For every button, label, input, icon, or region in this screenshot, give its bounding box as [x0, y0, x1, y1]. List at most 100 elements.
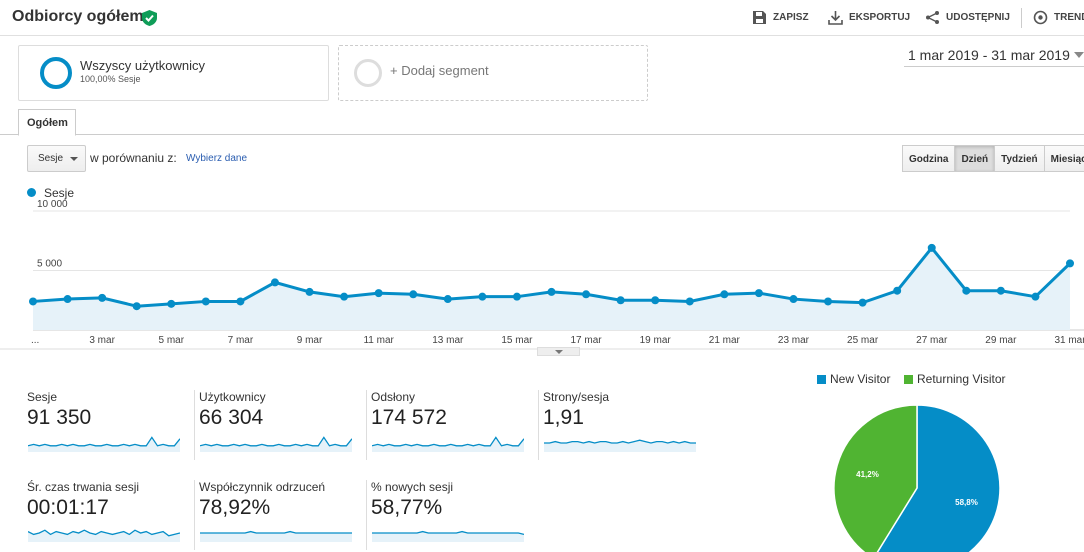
metric-card: Użytkownicy 66 304 [199, 390, 367, 460]
metric-dropdown[interactable]: Sesje [27, 145, 86, 172]
metric-value: 91 350 [27, 406, 92, 429]
segment-all-users[interactable]: Wszyscy użytkownicy 100,00% Sesje [18, 45, 329, 101]
sparkline-line [200, 530, 352, 534]
metric-card: Odsłony 174 572 [371, 390, 539, 460]
compare-label: w porównaniu z: [90, 151, 177, 165]
x-tick-label: 21 mar [709, 335, 741, 346]
period-toggle: Godzina Dzień Tydzień Miesiąc [902, 145, 1084, 172]
data-point [616, 296, 625, 305]
add-segment-button[interactable]: + Dodaj segment [338, 45, 648, 101]
data-point [443, 295, 452, 304]
period-hour-button[interactable]: Godzina [902, 145, 956, 172]
sparkline-line [372, 530, 524, 536]
metric-label: Odsłony [371, 390, 416, 404]
metric-sparkline [372, 436, 524, 452]
tab-overview[interactable]: Ogółem [18, 109, 76, 136]
pie-slice [876, 404, 1001, 552]
metric-value: 78,92% [199, 496, 271, 519]
series-legend-dot [27, 188, 36, 197]
data-point [236, 297, 245, 306]
sparkline-area [372, 531, 524, 542]
data-point [478, 292, 487, 301]
data-point [996, 286, 1005, 295]
x-tick-label: 15 mar [501, 335, 533, 346]
x-tick-label: 9 mar [297, 335, 323, 346]
metric-sparkline [372, 530, 524, 542]
data-point [270, 278, 279, 287]
sparkline-line [200, 436, 352, 447]
pie-legend-new-label: New Visitor [830, 372, 891, 386]
sessions-line-chart: 10 000 5 000... 3 mar 5 mar 7 mar 9 mar 11 mar… [0, 200, 1084, 350]
period-month-button[interactable]: Miesiąc [1043, 145, 1084, 172]
sparkline-area [28, 437, 180, 452]
empty-segment-icon [354, 59, 382, 87]
x-tick-label: 7 mar [228, 335, 254, 346]
metric-label: Użytkownicy [199, 390, 266, 404]
data-point [789, 295, 798, 304]
pie-slice [833, 404, 918, 552]
toolbar-divider [1021, 8, 1022, 28]
data-point [374, 289, 383, 298]
data-point [893, 286, 902, 295]
metric-sparkline [28, 529, 180, 542]
pie-slice-label: 41,2% [856, 470, 879, 479]
sparkline-area [372, 437, 524, 452]
save-button[interactable]: ZAPISZ [752, 10, 809, 25]
pie-legend-returning: Returning Visitor [904, 372, 1006, 386]
x-tick-label: 13 mar [432, 335, 464, 346]
data-point [1031, 292, 1040, 301]
pie-legend-returning-label: Returning Visitor [917, 372, 1006, 386]
metric-label: Strony/sesja [543, 390, 610, 404]
sparkline-line [544, 439, 696, 444]
collapse-chart-handle[interactable] [537, 347, 580, 356]
data-point [547, 287, 556, 296]
caret-down-icon [1074, 52, 1084, 58]
series-legend-label: Sesje [44, 186, 75, 200]
data-point [63, 295, 72, 304]
metric-sparkline [200, 530, 352, 542]
period-week-button[interactable]: Tydzień [994, 145, 1045, 172]
data-point [651, 296, 660, 305]
period-day-button[interactable]: Dzień [954, 145, 996, 172]
y-tick-label: 10 000 [37, 200, 68, 210]
x-tick-label: 3 mar [89, 335, 115, 346]
trends-button[interactable]: TRENDY [1033, 10, 1084, 25]
export-label: EKSPORTUJ [849, 12, 911, 23]
metric-label: % nowych sesji [371, 480, 454, 494]
save-icon [753, 11, 766, 24]
x-tick-label: 29 mar [985, 335, 1017, 346]
legend-swatch [904, 374, 913, 384]
trends-label: TRENDY [1054, 12, 1084, 23]
date-range-picker[interactable]: 1 mar 2019 - 31 mar 2019 [904, 47, 1084, 67]
x-tick-label: ... [31, 335, 39, 346]
metric-value: 00:01:17 [27, 496, 109, 519]
data-point [512, 292, 521, 301]
metric-sparkline [28, 436, 180, 452]
share-button[interactable]: UDOSTĘPNIJ [925, 10, 1010, 25]
segment-name: Wszyscy użytkownicy [80, 58, 205, 73]
x-tick-label: 25 mar [847, 335, 879, 346]
save-label: ZAPISZ [773, 12, 809, 23]
metric-label: Sesje [27, 390, 58, 404]
top-toolbar: Odbiorcy ogółem ZAPISZ EKSPORTUJ UDOSTĘP… [0, 0, 1084, 36]
select-metric-link[interactable]: Wybierz dane [186, 153, 248, 164]
insights-icon [1033, 10, 1048, 25]
x-tick-label: 27 mar [916, 335, 948, 346]
metric-label: Śr. czas trwania sesji [27, 480, 140, 494]
export-button[interactable]: EKSPORTUJ [828, 10, 910, 25]
data-point [685, 297, 694, 306]
sparkline-line [28, 529, 180, 537]
metric-card: % nowych sesji 58,77% [371, 480, 539, 550]
metric-label: Współczynnik odrzuceń [199, 480, 326, 494]
data-point [201, 297, 210, 306]
data-point [98, 293, 107, 302]
data-point [927, 243, 936, 252]
metric-card: Śr. czas trwania sesji 00:01:17 [27, 480, 195, 550]
metric-card: Sesje 91 350 [27, 390, 195, 460]
date-range-label: 1 mar 2019 - 31 mar 2019 [908, 47, 1070, 63]
x-tick-label: 17 mar [571, 335, 603, 346]
sparkline-area [200, 531, 352, 542]
pie-slice-label: 58,8% [955, 498, 978, 507]
data-point [720, 290, 729, 299]
tab-baseline [0, 134, 1084, 135]
